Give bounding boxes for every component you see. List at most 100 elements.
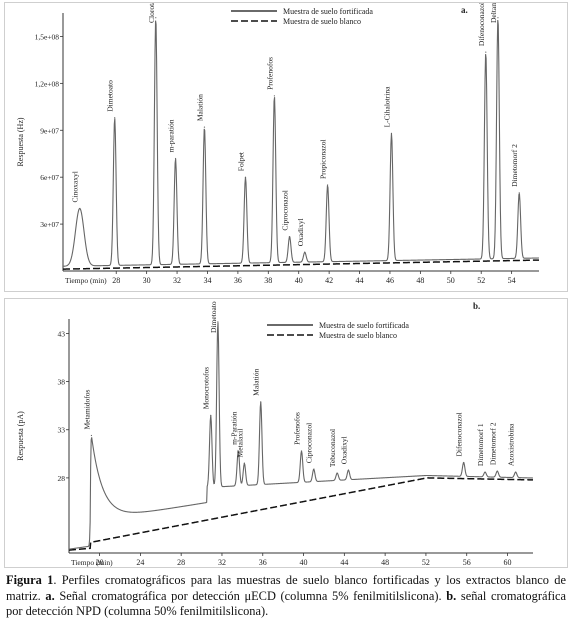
x-tick-label: 50 [447, 276, 455, 285]
caption-b-label: b. [446, 588, 457, 603]
series-blank-line [68, 477, 534, 551]
y-tick-label: 28 [58, 474, 66, 483]
peak-label-l-cihalotrina: L-Cihalotrina [382, 86, 391, 127]
peak-label-tebuconazol: Tebuconazol [328, 429, 337, 467]
peak-marker-tebuconazol [336, 472, 338, 474]
peak-marker-metamidofos [90, 434, 93, 437]
peak-marker-dimetomorf-1 [484, 471, 486, 473]
figure-caption: Figura 1. Perfiles cromatográficos para … [6, 573, 566, 620]
chromatogram-npd: 20 24 28 32 36 40 44 48 52 56 60 28 33 38 43 Tiempo (mi… [16, 301, 534, 567]
peak-marker-difenoconazol [463, 461, 465, 464]
peak-label-deltametrina: Deltametrina [489, 3, 498, 23]
peak-label-dimetomorf-1: Dimetomorf 1 [476, 423, 485, 466]
peak-marker-difenoconazol [485, 51, 487, 53]
peak-marker-oxadixyl [304, 251, 306, 253]
peak-label-oxadixyl: Oxadixyl [339, 436, 348, 464]
caption-a-label: a. [45, 588, 55, 603]
y-tick-label: 33 [58, 426, 66, 435]
y-tick-label: 6e+07 [40, 173, 59, 182]
peak-label-clorotalonil: Clorotalonil [147, 3, 156, 23]
x-tick-label: 24 [136, 558, 144, 567]
x-tick-label: 40 [300, 558, 308, 567]
x-tick-label: 48 [416, 276, 424, 285]
peak-marker-ciproconazol [288, 236, 291, 238]
x-tick-label: 34 [203, 276, 211, 285]
chart-panel-a: 28 30 32 34 36 38 40 42 44 46 48 50 52 54 3e+07 6e+07 9e… [4, 2, 568, 292]
chromatogram-ecd: 28 30 32 34 36 38 40 42 44 46 48 50 52 54 3e+07 6e+07 9e… [16, 3, 540, 285]
x-axis-label: Tiempo (min) [71, 558, 113, 567]
peak-marker-clorotalonil [155, 17, 157, 19]
x-tick-label: 54 [508, 276, 516, 285]
x-tick-label: 44 [356, 276, 364, 285]
peak-label-profenofos: Profenofos [293, 412, 302, 445]
legend-entry: Muestra de suelo fortificada [319, 321, 409, 330]
peak-marker-metalaxil [243, 462, 246, 465]
peak-label-propiconazol: Propiconazol [319, 139, 328, 179]
series-fortified-line [68, 322, 534, 550]
peak-marker-propiconazol [327, 184, 329, 186]
peak-label-metamidofos: Metamidofos [82, 389, 91, 429]
peak-label-difenoconazol: Difenoconazol [455, 412, 464, 456]
peak-marker-dimetoato [217, 321, 219, 323]
legend-entry: Muestra de suelo fortificada [283, 7, 373, 16]
panel-label: a. [461, 5, 468, 15]
peak-marker-deltametrina [497, 17, 499, 19]
peak-label-ciproconazol: Ciproconazol [305, 423, 314, 463]
peak-marker-profenofos [273, 95, 275, 97]
y-tick-label: 1,5e+08 [35, 32, 60, 41]
y-tick-label: 38 [58, 378, 66, 387]
peak-marker-l-cihalotrina [390, 132, 393, 134]
legend-entry: Muestra de suelo blanco [319, 331, 397, 340]
peak-marker-malation [203, 126, 206, 128]
x-tick-label: 52 [477, 276, 485, 285]
y-axis-label: Respuesta (Hz) [16, 117, 25, 166]
x-tick-label: 28 [112, 276, 120, 285]
y-tick-label: 3e+07 [40, 220, 59, 229]
peak-label-dimetoato: Dimetoato [106, 80, 115, 112]
x-tick-label: 60 [504, 558, 512, 567]
x-tick-label: 42 [325, 276, 333, 285]
chart-panel-b: 20 24 28 32 36 40 44 48 52 56 60 28 33 38 43 Tiempo (mi… [4, 298, 568, 568]
peak-label-dimetoato: Dimetoato [209, 301, 218, 333]
x-tick-label: 48 [381, 558, 389, 567]
peak-label-ciproconazol: Ciproconazol [281, 190, 290, 230]
caption-text-2: Señal cromatográfica por detección μECD … [54, 588, 447, 603]
x-tick-label: 38 [264, 276, 272, 285]
peak-marker-folpet [244, 176, 247, 178]
x-tick-label: 56 [463, 558, 471, 567]
x-axis-label: Tiempo (min) [65, 276, 107, 285]
peak-label-folpet: Folpet [236, 151, 245, 171]
peak-label-malation: Malatión [252, 368, 261, 395]
x-tick-label: 32 [173, 276, 181, 285]
peak-marker-malation [260, 401, 262, 403]
peak-marker-dimetomorf-2 [518, 192, 520, 194]
peak-label-dimetomorf-2: Dimetomorf 2 [510, 144, 519, 187]
peak-label-monocrotofos: Monocrotofos [202, 367, 211, 410]
x-tick-label: 30 [143, 276, 151, 285]
peak-label-profenofos: Profenofos [265, 57, 274, 90]
x-tick-label: 46 [386, 276, 394, 285]
peak-marker-ciproconazol [313, 468, 315, 470]
x-tick-label: 52 [422, 558, 430, 567]
peak-label-difenoconazol: Difenoconazol [477, 3, 486, 46]
panel-label: b. [473, 301, 480, 311]
peak-label-m-paration: m-Paratión [229, 411, 238, 445]
y-tick-label: 9e+07 [40, 126, 59, 135]
peak-marker-m-paration [174, 157, 177, 160]
x-tick-label: 20 [96, 558, 104, 567]
peak-marker-dimetomorf-2 [496, 470, 498, 472]
x-tick-label: 44 [340, 558, 348, 567]
x-tick-label: 32 [218, 558, 226, 567]
y-axis-label: Respuesta (pA) [16, 411, 25, 461]
legend-entry: Muestra de suelo blanco [283, 17, 361, 26]
peak-label-oxadixyl: Oxadixyl [296, 218, 305, 246]
peak-marker-profenofos [300, 450, 303, 452]
peak-marker-cinosxanyl [79, 207, 81, 210]
y-tick-label: 1,2e+08 [35, 79, 60, 88]
peak-marker-monocrotofos [210, 414, 212, 416]
x-tick-label: 36 [234, 276, 242, 285]
peak-label-dimetomorf-2: Dimetomorf 2 [488, 422, 497, 465]
caption-text-1: . Perfiles cromatográficos para las mues… [6, 573, 566, 603]
x-tick-label: 28 [177, 558, 185, 567]
peak-label-metalaxil: Metalaxil [235, 429, 244, 458]
